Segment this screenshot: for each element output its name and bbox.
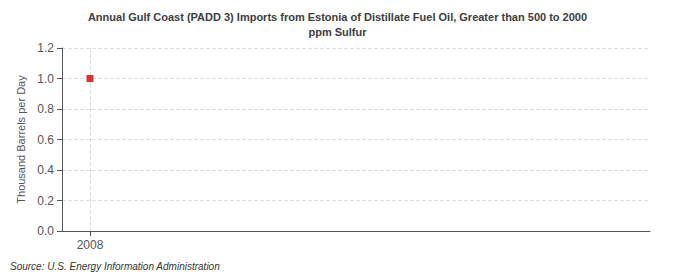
svg-text:0.2: 0.2	[37, 194, 54, 208]
svg-text:Source: U.S. Energy Informatio: Source: U.S. Energy Information Administ…	[10, 261, 220, 272]
svg-text:0.8: 0.8	[37, 102, 54, 116]
svg-text:1.0: 1.0	[37, 72, 54, 86]
svg-text:0.4: 0.4	[37, 163, 54, 177]
svg-text:2008: 2008	[77, 238, 104, 252]
svg-text:ppm Sulfur: ppm Sulfur	[308, 26, 367, 38]
svg-text:1.2: 1.2	[37, 41, 54, 55]
svg-text:Thousand Barrels per Day: Thousand Barrels per Day	[15, 75, 27, 204]
svg-text:0.0: 0.0	[37, 224, 54, 238]
svg-text:0.6: 0.6	[37, 133, 54, 147]
svg-text:Annual Gulf Coast (PADD 3) Imp: Annual Gulf Coast (PADD 3) Imports from …	[88, 11, 587, 23]
